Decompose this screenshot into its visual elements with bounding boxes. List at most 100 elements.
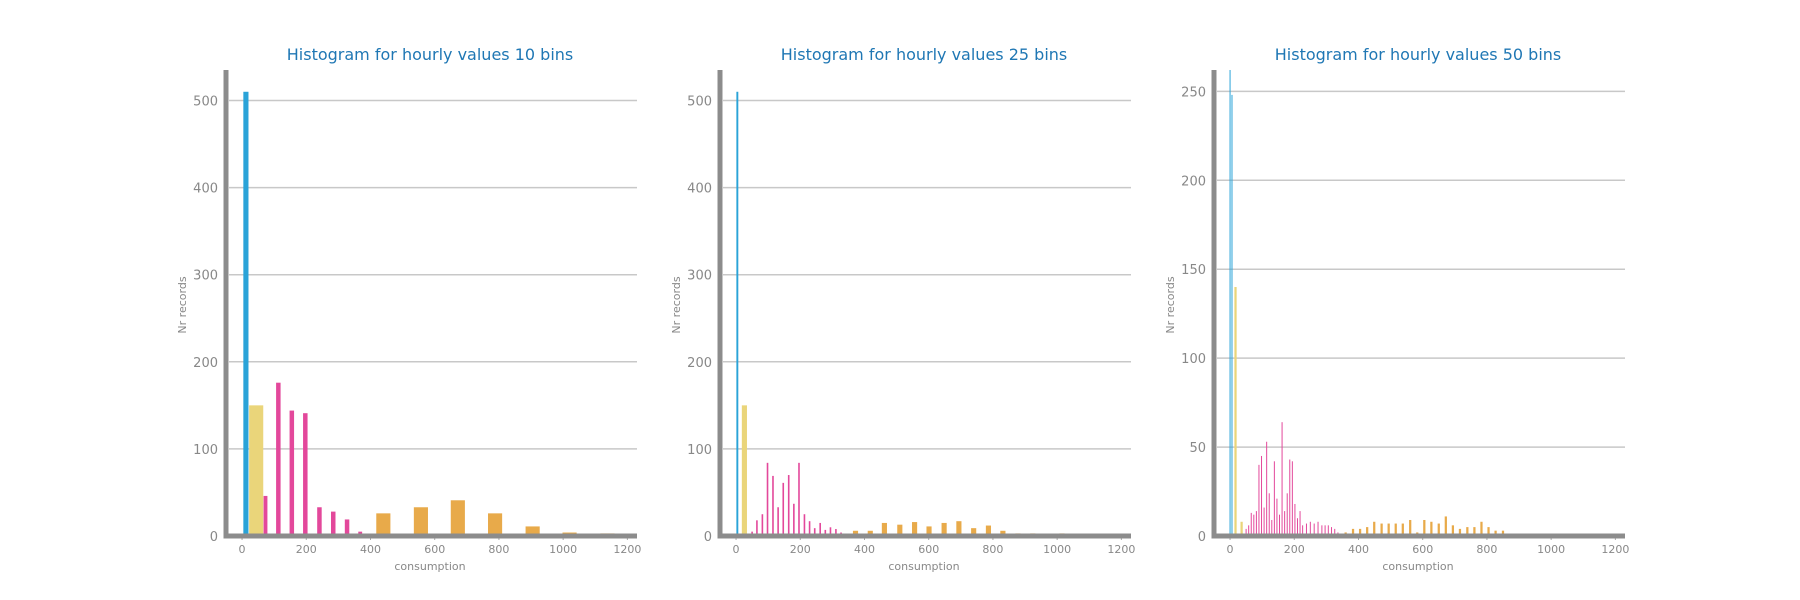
histogram-bar <box>1266 441 1268 536</box>
histogram-bar <box>525 526 540 536</box>
histogram-bar <box>1501 530 1505 536</box>
x-axis-label: consumption <box>888 560 959 573</box>
histogram-bar <box>1286 493 1288 536</box>
y-tick-label: 100 <box>687 443 712 458</box>
histogram-bar <box>798 462 800 536</box>
histogram-bar <box>1437 523 1440 536</box>
histogram-bar <box>243 91 249 537</box>
histogram-bar <box>1324 525 1326 536</box>
histogram-bar <box>1261 455 1263 536</box>
y-tick-label: 0 <box>704 530 712 545</box>
y-tick-label: 300 <box>687 269 712 284</box>
histogram-bar <box>1268 493 1270 536</box>
histogram-bar <box>1240 521 1243 536</box>
histogram-bar <box>263 495 268 536</box>
histogram-bar <box>1473 527 1476 536</box>
x-tick-label: 0 <box>1227 543 1234 556</box>
histogram-bar <box>1401 523 1404 536</box>
y-tick-label: 50 <box>1189 441 1206 456</box>
histogram-bar <box>1271 519 1273 536</box>
histogram-bar <box>819 522 821 536</box>
x-tick-label: 400 <box>360 543 381 556</box>
histogram-bar <box>1317 521 1319 536</box>
histogram-bar <box>1276 498 1278 536</box>
x-tick-label: 400 <box>854 543 875 556</box>
x-tick-label: 1000 <box>1537 543 1565 556</box>
x-tick-label: 400 <box>1348 543 1369 556</box>
y-tick-label: 200 <box>1181 174 1206 189</box>
histogram-bar <box>787 475 790 536</box>
histogram-bar <box>756 520 758 536</box>
histogram-bar <box>766 462 769 536</box>
x-tick-label: 0 <box>733 543 740 556</box>
histogram-bar <box>912 522 918 536</box>
histogram-bar <box>813 528 816 536</box>
histogram-bar <box>1466 527 1469 536</box>
histogram-bar <box>1480 521 1483 536</box>
histogram-panel-25-bins: Histogram for hourly values 25 bins Nr r… <box>670 45 1135 573</box>
x-tick-label: 200 <box>296 543 317 556</box>
histogram-bar <box>1263 507 1265 536</box>
histogram-bar <box>881 522 887 536</box>
x-tick-label: 200 <box>1284 543 1305 556</box>
histogram-bar <box>1258 464 1260 536</box>
y-tick-label: 400 <box>687 182 712 197</box>
y-axis-label: Nr records <box>670 276 683 333</box>
histogram-bar <box>777 507 779 536</box>
histogram-bar <box>741 405 747 536</box>
x-tick-label: 0 <box>239 543 246 556</box>
histogram-bar <box>1327 525 1329 536</box>
histogram-bar <box>1296 518 1298 536</box>
x-axis-label: consumption <box>394 560 465 573</box>
histogram-bar <box>824 529 827 536</box>
histogram-bar <box>1234 286 1237 536</box>
histogram-bar <box>1334 528 1336 536</box>
histogram-bar <box>249 405 264 536</box>
y-axis-label: Nr records <box>176 276 189 333</box>
histogram-bar <box>941 522 947 536</box>
histogram-bar <box>956 521 962 536</box>
histogram-bar <box>1281 422 1283 536</box>
histogram-bar <box>1358 528 1362 536</box>
histogram-bar <box>344 519 350 536</box>
histogram-bar <box>1255 511 1257 536</box>
histogram-bar <box>1284 511 1286 536</box>
histogram-bar <box>450 500 465 536</box>
histogram-bar <box>803 514 806 536</box>
y-tick-label: 100 <box>193 443 218 458</box>
histogram-bar <box>1279 514 1281 536</box>
histogram-bar <box>736 91 739 537</box>
chart-title: Histogram for hourly values 25 bins <box>781 45 1067 64</box>
histogram-bar <box>1250 512 1252 536</box>
y-axis-label: Nr records <box>1164 276 1177 333</box>
plot-area: 0 50 100 150 200 250 0 200 400 600 800 1000 1200 <box>1181 70 1629 556</box>
histogram-bar <box>1394 523 1397 536</box>
histogram-bar <box>289 410 295 536</box>
histogram-bar <box>835 529 837 536</box>
histogram-bar <box>317 507 322 536</box>
histogram-bar <box>1458 528 1462 536</box>
histogram-bar <box>761 514 764 536</box>
x-tick-label: 800 <box>1476 543 1497 556</box>
histogram-panel-50-bins: Histogram for hourly values 50 bins Nr r… <box>1164 45 1629 573</box>
histogram-bar <box>1373 521 1376 536</box>
x-tick-label: 1000 <box>549 543 577 556</box>
x-tick-label: 1000 <box>1043 543 1071 556</box>
histogram-bar <box>867 530 873 536</box>
histogram-bar <box>808 521 811 536</box>
x-tick-label: 1200 <box>613 543 641 556</box>
histogram-bar <box>852 530 859 536</box>
histogram-bar <box>488 513 503 536</box>
y-tick-label: 300 <box>193 269 218 284</box>
y-tick-label: 400 <box>193 182 218 197</box>
histogram-bar <box>772 475 774 536</box>
x-tick-label: 200 <box>790 543 811 556</box>
histogram-bar <box>1494 530 1497 536</box>
histogram-bar <box>926 526 932 536</box>
histogram-bar <box>1253 514 1255 536</box>
histogram-bar <box>782 482 785 536</box>
histogram-bar <box>1487 527 1490 536</box>
histogram-bar <box>793 503 795 536</box>
histogram-bar <box>897 524 903 536</box>
histogram-bar <box>1451 525 1455 536</box>
